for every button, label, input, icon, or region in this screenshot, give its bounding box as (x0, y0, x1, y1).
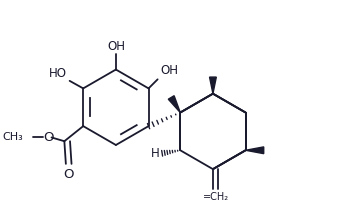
Text: =CH₂: =CH₂ (202, 192, 229, 202)
Polygon shape (209, 77, 216, 94)
Text: CH₃: CH₃ (3, 133, 24, 142)
Polygon shape (246, 147, 264, 154)
Text: O: O (64, 168, 74, 181)
Text: HO: HO (49, 67, 67, 80)
Text: H: H (151, 147, 160, 160)
Text: OH: OH (107, 40, 125, 53)
Text: OH: OH (160, 64, 178, 77)
Text: O: O (43, 131, 54, 144)
Polygon shape (168, 96, 180, 113)
